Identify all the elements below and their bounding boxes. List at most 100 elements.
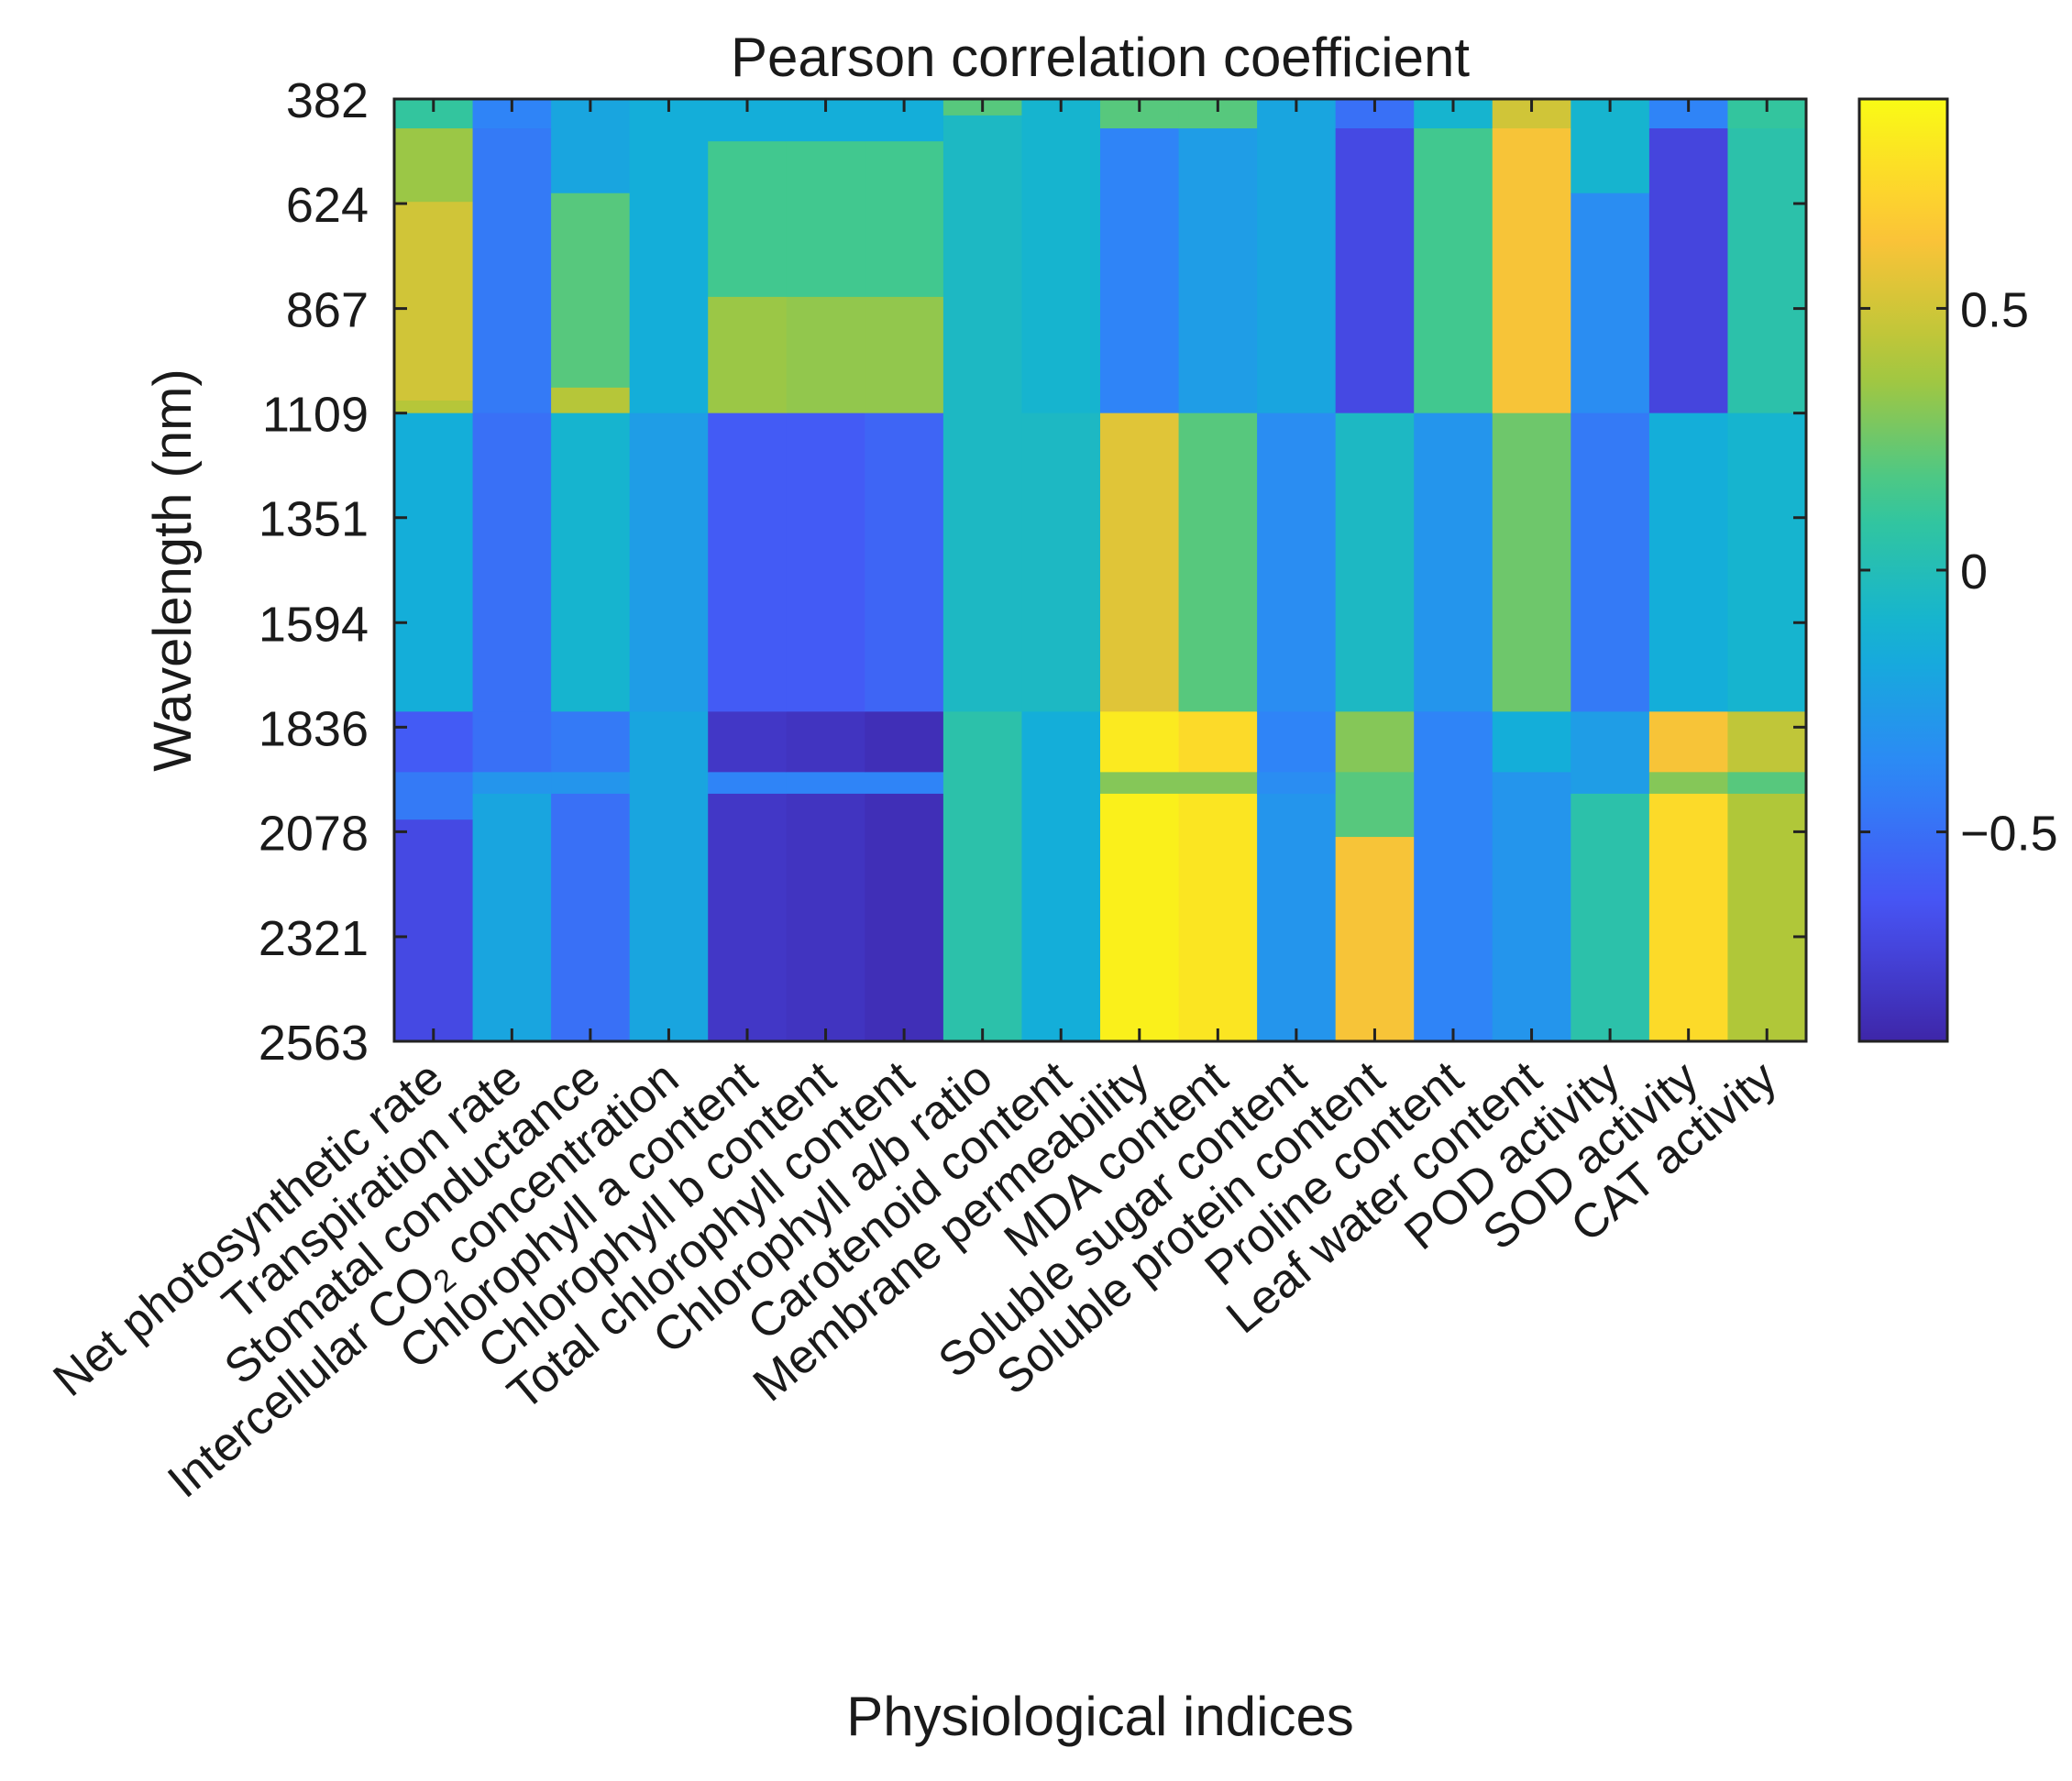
y-tick-label: 867 <box>286 283 369 338</box>
heatmap-cell <box>786 296 865 414</box>
heatmap-cell <box>1178 772 1258 795</box>
heatmap-cell <box>1492 128 1571 414</box>
heatmap-cell <box>1727 793 1807 1042</box>
heatmap-cell <box>1257 412 1337 712</box>
heatmap-cell <box>865 793 944 1042</box>
y-tick-label: 382 <box>286 73 369 128</box>
x-axis-label: Physiological indices <box>846 1686 1354 1747</box>
heatmap-cell <box>1648 711 1729 773</box>
heatmap-cell <box>1648 772 1729 795</box>
heatmap-cell <box>1727 128 1807 414</box>
heatmap-cell <box>1414 711 1493 1042</box>
heatmap-cell <box>1727 772 1807 795</box>
heatmap-cell <box>551 412 631 712</box>
chart-title: Pearson correlation coefficient <box>731 27 1470 88</box>
heatmap-cell <box>865 296 944 414</box>
heatmap-cell <box>1492 772 1571 1042</box>
heatmap-cell <box>551 772 631 795</box>
colorbar-gradient <box>1857 97 1949 1043</box>
heatmap-cell <box>1178 128 1258 414</box>
heatmap-cell <box>942 115 1023 712</box>
heatmap-cell <box>1571 412 1650 712</box>
heatmap-cell <box>472 711 552 773</box>
y-tick-label: 1594 <box>259 597 369 652</box>
y-axis-label: Wavelength (nm) <box>143 368 203 771</box>
heatmap-cell <box>1414 412 1493 712</box>
heatmap-cell <box>708 793 788 1042</box>
heatmap-cell <box>1021 412 1101 712</box>
heatmap-cell <box>1571 711 1650 795</box>
heatmap-cell <box>1727 412 1807 712</box>
heatmap-cell <box>629 412 709 712</box>
heatmap-cell <box>1571 99 1650 194</box>
heatmap-cell <box>865 141 944 298</box>
heatmap-cell <box>1335 128 1415 414</box>
heatmap-cell <box>1178 412 1258 712</box>
heatmap-cell <box>472 793 552 1042</box>
heatmap-cell <box>865 711 944 773</box>
heatmap-cell <box>1648 128 1729 414</box>
heatmap-cell <box>1648 793 1729 1042</box>
heatmap-cell <box>708 412 788 712</box>
heatmap-cell <box>394 711 474 773</box>
y-tick-label: 1351 <box>259 492 369 547</box>
heatmap-cell <box>394 412 474 712</box>
heatmap-cell <box>708 141 788 298</box>
y-tick-label: 1836 <box>259 701 369 756</box>
heatmap-cell <box>708 296 788 414</box>
heatmap-cell <box>551 793 631 1042</box>
heatmap-cell <box>551 99 631 194</box>
heatmap-cell <box>551 711 631 773</box>
heatmap-cell <box>786 772 865 795</box>
heatmap-cell <box>394 128 474 203</box>
heatmap-cell <box>865 772 944 795</box>
heatmap-cell <box>1335 711 1415 773</box>
heatmap-cell <box>472 128 552 414</box>
heatmap-cell <box>1257 772 1337 795</box>
heatmap-cell <box>708 772 788 795</box>
heatmap-cell <box>472 772 552 795</box>
heatmap-cell <box>1100 128 1180 414</box>
heatmap-cell <box>1492 412 1571 712</box>
heatmap-cells <box>394 99 1807 1042</box>
heatmap-cell <box>394 401 474 414</box>
y-tick-label: 2078 <box>259 806 369 861</box>
y-tick-label: 1109 <box>262 388 369 443</box>
colorbar-tick-label: 0.5 <box>1960 282 2029 337</box>
heatmap-cell <box>1257 99 1337 414</box>
heatmap-cell <box>1335 837 1415 1042</box>
heatmap-cell <box>1571 793 1650 1042</box>
heatmap-cell <box>551 387 631 414</box>
heatmap-cell <box>472 412 552 712</box>
heatmap-cell <box>1178 793 1258 1042</box>
heatmap-cell <box>1571 192 1650 414</box>
heatmap-cell <box>786 412 865 712</box>
heatmap-cell <box>708 711 788 773</box>
heatmap-cell <box>1021 99 1101 414</box>
heatmap-cell <box>1335 412 1415 712</box>
heatmap-cell <box>551 192 631 389</box>
heatmap-cell <box>942 711 1023 1042</box>
y-tick-label: 624 <box>286 178 369 233</box>
heatmap-cell <box>865 412 944 712</box>
colorbar-tick-label: 0 <box>1960 544 1988 599</box>
heatmap-cell <box>786 793 865 1042</box>
heatmap-cell <box>1021 711 1101 1042</box>
heatmap-cell <box>1100 711 1180 773</box>
y-tick-label: 2563 <box>259 1016 369 1071</box>
heatmap-cell <box>394 202 474 401</box>
heatmap-cell <box>1257 711 1337 773</box>
colorbar: 0.5 0 −0.5 <box>1857 97 2058 1043</box>
colorbar-tick-label: −0.5 <box>1960 807 2058 862</box>
heatmap-cell <box>1727 711 1807 773</box>
heatmap-cell <box>786 711 865 773</box>
heatmap-cell <box>786 141 865 298</box>
heatmap-cell <box>1648 412 1729 712</box>
plot-frame <box>392 97 1808 1043</box>
heatmap-cell <box>1492 711 1571 773</box>
heatmap-cell <box>629 99 709 414</box>
heatmap-cell <box>394 772 474 820</box>
heatmap-cell <box>1100 412 1180 712</box>
heatmap-cell <box>394 819 474 1042</box>
